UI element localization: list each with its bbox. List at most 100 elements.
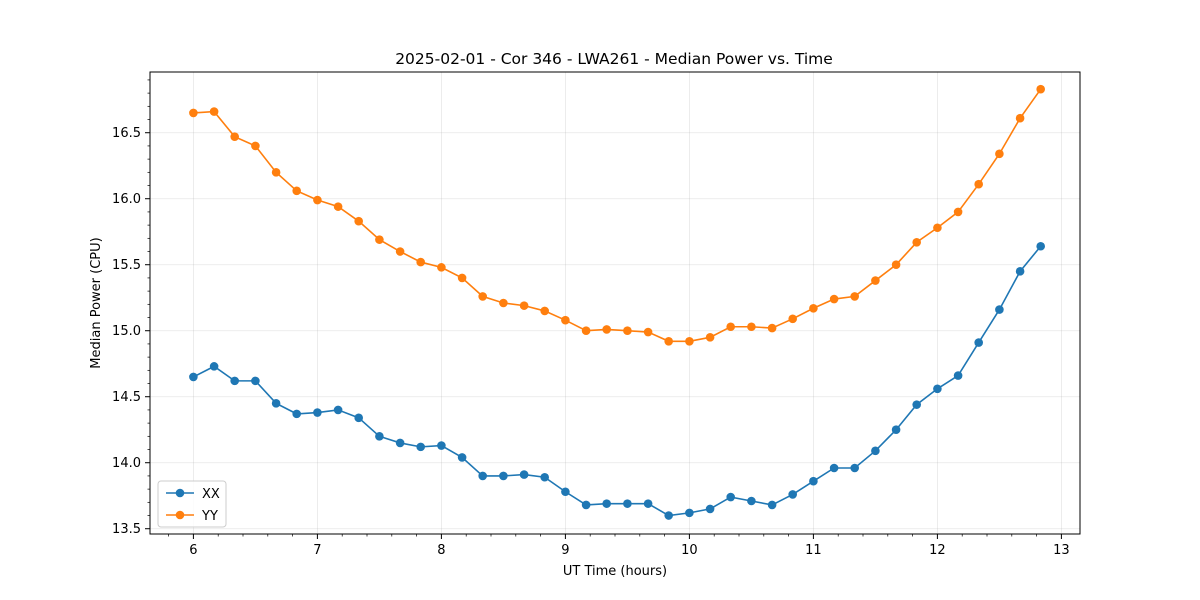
- data-point-xx: [375, 432, 384, 441]
- data-point-yy: [292, 186, 301, 196]
- data-point-xx: [623, 499, 632, 508]
- legend-label-xx: XX: [202, 487, 220, 502]
- data-point-xx: [809, 476, 818, 486]
- legend-marker-yy: [175, 510, 185, 520]
- data-point-yy: [829, 294, 839, 304]
- data-point-xx: [767, 500, 777, 510]
- data-point-xx: [953, 371, 963, 380]
- x-tick-label: 11: [805, 543, 822, 558]
- data-point-yy: [333, 202, 343, 211]
- data-point-yy: [313, 195, 322, 205]
- data-point-yy: [953, 207, 963, 217]
- data-point-yy: [251, 141, 260, 151]
- data-point-xx: [1015, 267, 1025, 276]
- data-point-xx: [540, 472, 549, 482]
- data-point-xx: [747, 496, 756, 506]
- data-point-xx: [354, 413, 363, 423]
- data-point-xx: [271, 399, 281, 408]
- data-point-xx: [457, 453, 467, 462]
- data-point-yy: [602, 325, 611, 334]
- data-point-xx: [519, 470, 529, 479]
- data-point-xx: [292, 409, 301, 419]
- data-point-xx: [189, 372, 198, 382]
- data-point-yy: [623, 326, 632, 336]
- data-point-yy: [561, 315, 570, 325]
- data-point-yy: [685, 336, 694, 346]
- data-point-xx: [437, 441, 446, 450]
- data-point-xx: [664, 511, 673, 520]
- y-tick-label: 15.0: [112, 324, 141, 339]
- data-point-yy: [437, 263, 446, 272]
- y-tick-label: 16.5: [112, 126, 141, 141]
- data-point-yy: [974, 179, 983, 189]
- data-point-yy: [478, 292, 487, 301]
- data-point-yy: [209, 107, 219, 116]
- y-axis-label: Median Power (CPU): [89, 237, 104, 368]
- series-line-yy: [193, 88, 1042, 343]
- axis-ticks: 6 7 8 9 10 11 12 13 13.5 14.0 14.5 15.0 15.5 16.0 16.5: [112, 79, 1070, 558]
- x-tick-label: 12: [929, 543, 946, 558]
- data-point-xx: [850, 463, 859, 473]
- y-tick-label: 15.5: [112, 258, 141, 273]
- x-tick-label: 7: [313, 543, 321, 558]
- data-point-xx: [891, 425, 901, 435]
- plot-frame: [149, 71, 1081, 535]
- data-point-xx: [333, 405, 343, 415]
- data-point-xx: [705, 504, 715, 514]
- data-point-xx: [602, 499, 611, 508]
- legend-label-yy: YY: [201, 509, 218, 524]
- x-tick-label: 6: [189, 543, 197, 558]
- data-point-yy: [871, 276, 880, 285]
- data-point-xx: [561, 487, 570, 497]
- data-point-yy: [850, 292, 859, 301]
- data-point-yy: [912, 237, 921, 247]
- data-series: [189, 84, 1045, 520]
- y-tick-label: 14.0: [112, 456, 141, 471]
- data-point-yy: [499, 298, 508, 308]
- data-point-xx: [416, 442, 425, 452]
- grid-lines: [150, 72, 1080, 534]
- data-point-yy: [747, 322, 756, 332]
- x-axis-label: UT Time (hours): [563, 564, 667, 579]
- y-tick-label: 16.0: [112, 192, 141, 207]
- data-point-yy: [891, 260, 901, 270]
- data-point-yy: [995, 149, 1004, 159]
- x-tick-label: 8: [437, 543, 445, 558]
- data-point-xx: [251, 376, 260, 386]
- data-point-yy: [788, 314, 797, 324]
- data-point-yy: [271, 168, 281, 177]
- data-point-xx: [726, 492, 735, 502]
- data-point-yy: [664, 336, 673, 346]
- x-tick-label: 9: [561, 543, 569, 558]
- chart-title: 2025-02-01 - Cor 346 - LWA261 - Median P…: [395, 50, 833, 68]
- data-point-yy: [581, 326, 591, 336]
- data-point-xx: [643, 499, 653, 508]
- data-point-yy: [230, 132, 239, 141]
- data-point-yy: [809, 303, 818, 313]
- data-point-yy: [705, 333, 715, 342]
- data-point-yy: [416, 257, 425, 267]
- data-point-xx: [829, 463, 839, 473]
- y-tick-label: 13.5: [112, 522, 141, 537]
- data-point-xx: [209, 362, 219, 371]
- data-point-xx: [788, 490, 797, 499]
- data-point-yy: [726, 322, 735, 332]
- data-point-xx: [912, 400, 921, 409]
- y-tick-label: 14.5: [112, 390, 141, 405]
- data-point-xx: [1036, 241, 1045, 251]
- data-point-yy: [354, 216, 363, 226]
- data-point-yy: [457, 273, 467, 283]
- data-point-xx: [995, 305, 1004, 314]
- data-point-yy: [767, 323, 777, 333]
- data-point-xx: [478, 471, 487, 481]
- data-point-yy: [375, 235, 384, 244]
- data-point-yy: [1015, 113, 1025, 123]
- legend: XX YY: [157, 480, 227, 528]
- data-point-yy: [395, 247, 405, 256]
- data-point-xx: [933, 384, 942, 394]
- data-point-xx: [974, 338, 983, 347]
- x-tick-label: 13: [1053, 543, 1070, 558]
- series-line-xx: [193, 245, 1042, 517]
- data-point-xx: [499, 471, 508, 481]
